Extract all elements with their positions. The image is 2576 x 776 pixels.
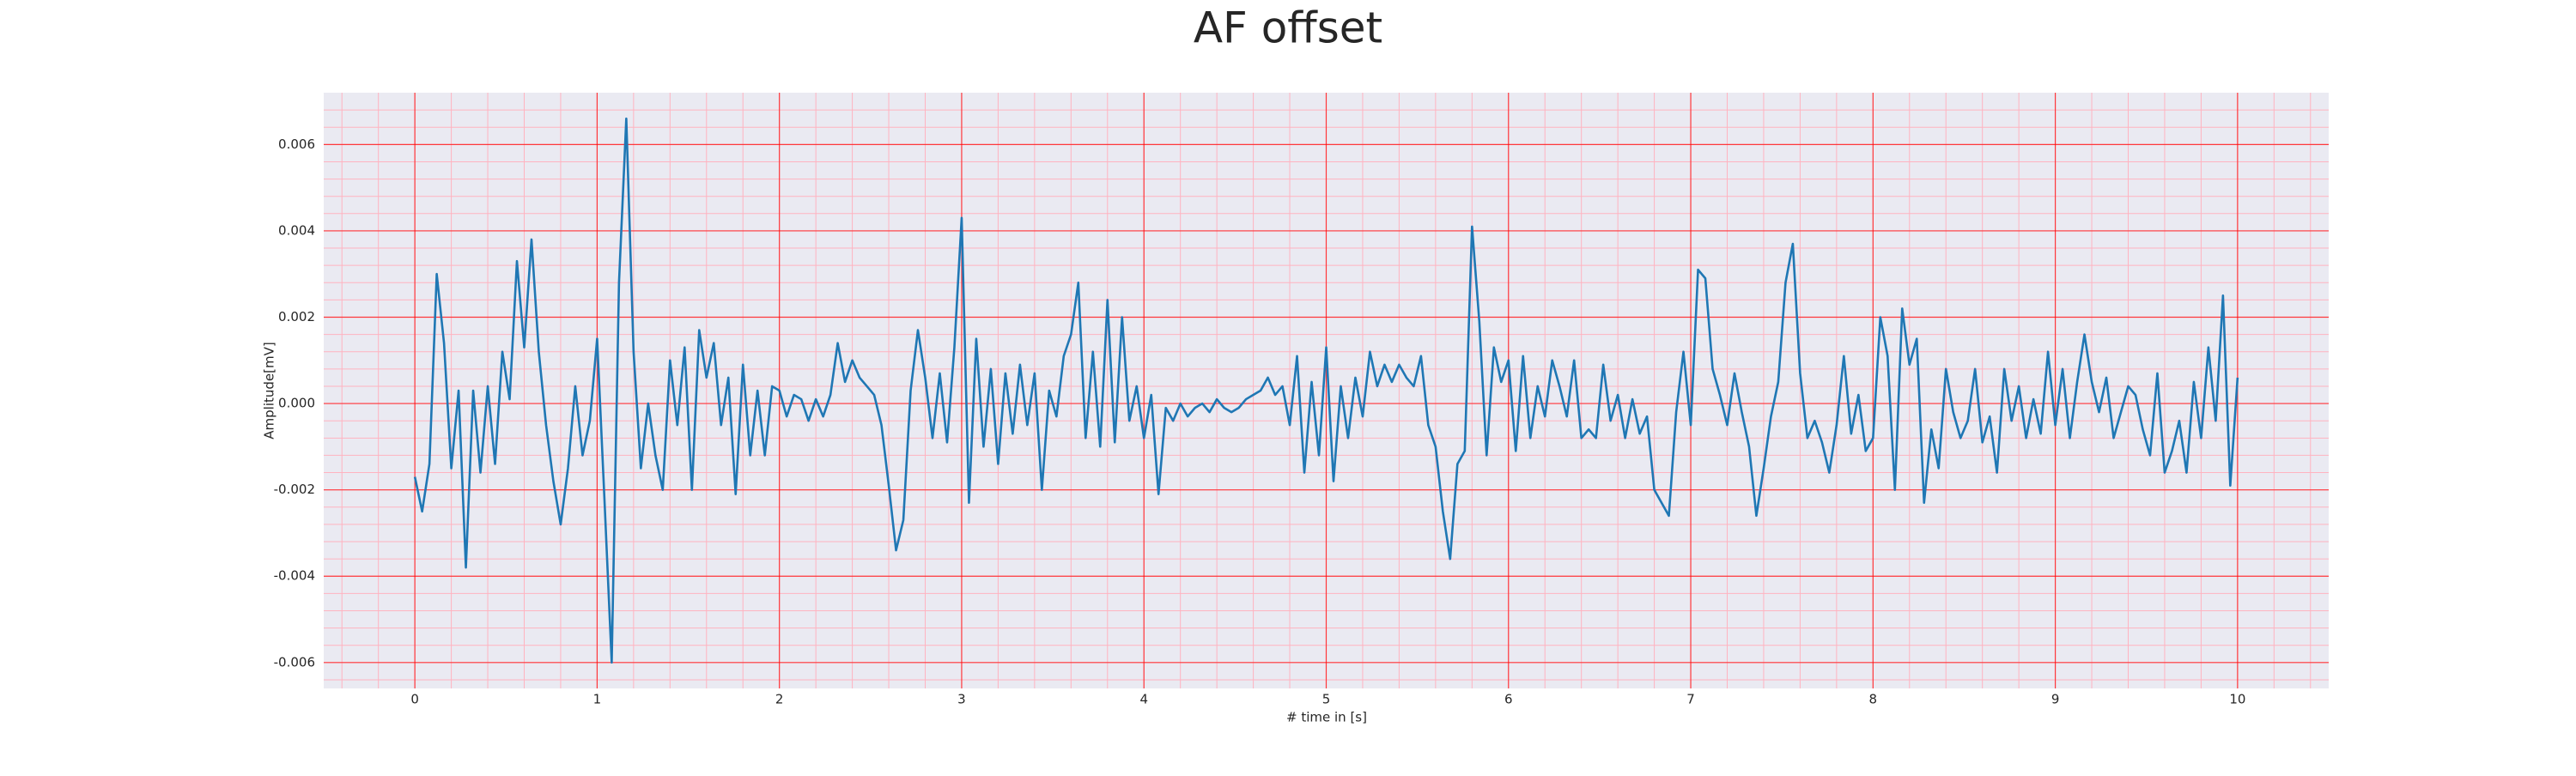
x-tick-label: 2	[775, 692, 784, 707]
y-tick-label: -0.006	[274, 654, 315, 670]
x-tick-label: 5	[1322, 692, 1331, 707]
x-tick-label: 9	[2051, 692, 2060, 707]
x-tick-label: 6	[1504, 692, 1513, 707]
y-tick-label: 0.004	[278, 222, 315, 238]
y-axis-label: Amplitude[mV]	[262, 342, 277, 439]
x-tick-label: 10	[2229, 692, 2245, 707]
chart-title: AF offset	[1194, 3, 1382, 53]
x-tick-label: 0	[410, 692, 419, 707]
x-tick-label: 1	[593, 692, 602, 707]
y-tick-label: -0.002	[274, 482, 315, 497]
y-tick-label: 0.002	[278, 309, 315, 324]
y-tick-label: 0.006	[278, 136, 315, 152]
x-tick-label: 8	[1869, 692, 1878, 707]
y-tick-label: 0.000	[278, 396, 315, 411]
x-tick-label: 3	[957, 692, 966, 707]
x-tick-label: 7	[1686, 692, 1695, 707]
x-axis-label: # time in [s]	[1286, 710, 1367, 725]
x-tick-label: 4	[1139, 692, 1148, 707]
data-line	[413, 117, 2239, 664]
y-tick-label: -0.004	[274, 568, 315, 584]
